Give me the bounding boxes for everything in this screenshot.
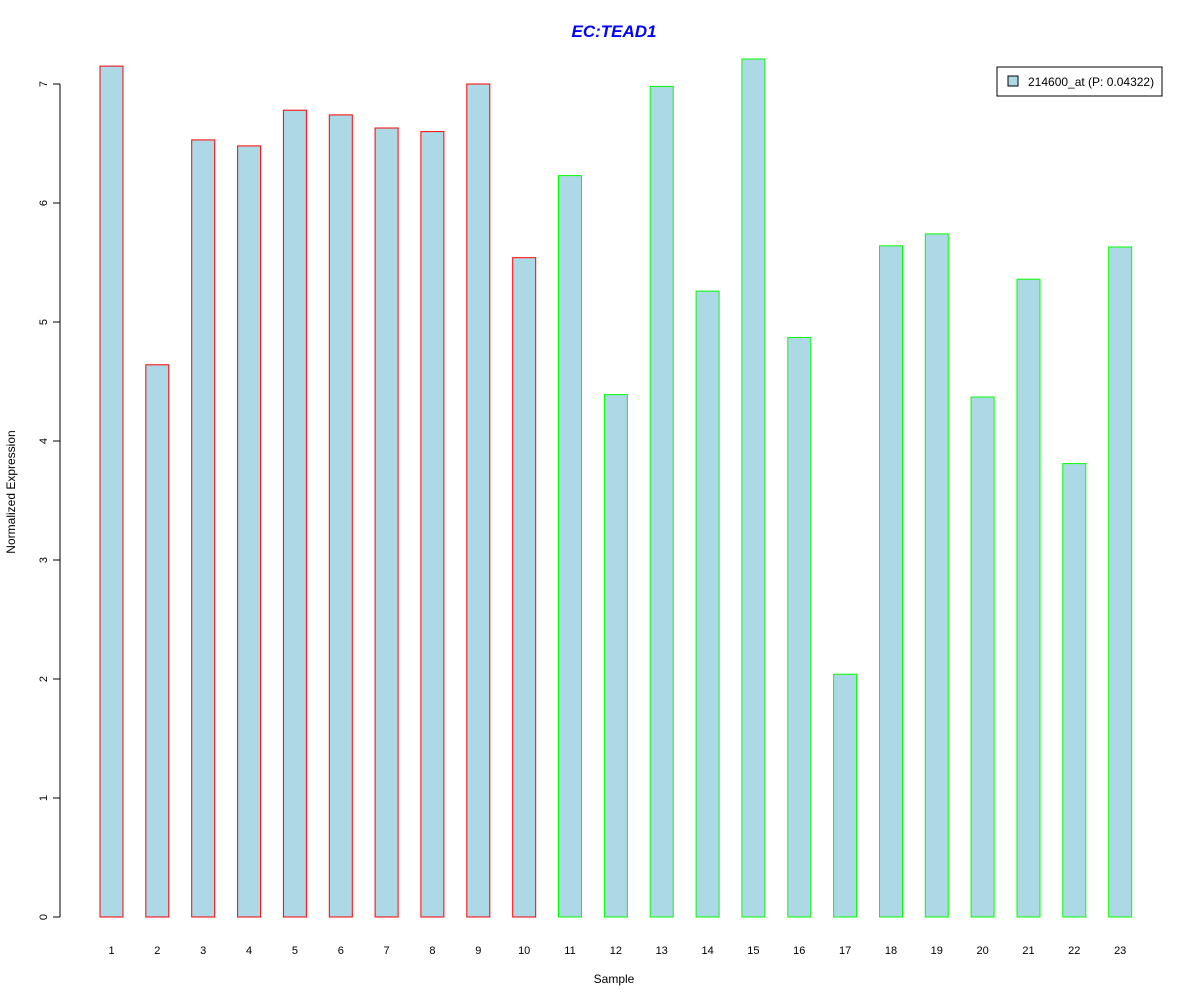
bar-sample-4 (237, 145, 262, 918)
x-tick-label: 22 (1068, 945, 1080, 957)
x-tick-label: 7 (384, 945, 390, 957)
bar-sample-9 (466, 83, 491, 918)
x-tick-label: 4 (246, 945, 252, 957)
bar-sample-7 (374, 127, 399, 918)
bar-sample-23 (1108, 246, 1133, 918)
x-tick-label: 13 (656, 945, 668, 957)
x-tick-label: 10 (518, 945, 530, 957)
x-tick-label: 12 (610, 945, 622, 957)
y-tick-label: 6 (38, 200, 50, 206)
legend: 214600_at (P: 0.04322) (996, 66, 1163, 97)
bar-sample-3 (191, 139, 216, 918)
bar-sample-18 (879, 245, 903, 918)
bar-sample-10 (512, 257, 537, 918)
bar-sample-22 (1062, 463, 1087, 918)
y-tick-label: 3 (38, 557, 50, 563)
legend-swatch (1007, 75, 1019, 87)
bar-sample-2 (145, 364, 170, 918)
y-tick-label: 7 (38, 81, 50, 87)
x-tick-label: 15 (747, 945, 759, 957)
bar-sample-11 (558, 175, 582, 918)
x-tick-label: 17 (839, 945, 851, 957)
x-tick-label: 20 (976, 945, 988, 957)
y-tick-label: 0 (38, 914, 50, 920)
bar-sample-20 (970, 396, 995, 918)
x-tick-label: 19 (931, 945, 943, 957)
bar-sample-15 (741, 58, 766, 918)
chart-title: EC:TEAD1 (571, 22, 656, 41)
bar-sample-13 (649, 85, 674, 918)
bar-sample-1 (99, 65, 124, 918)
bar-sample-16 (787, 337, 812, 918)
x-tick-label: 9 (475, 945, 481, 957)
bars (99, 58, 1133, 918)
y-tick-label: 1 (38, 795, 50, 801)
y-axis-label: Normalized Expression (4, 430, 18, 553)
bar-sample-12 (603, 394, 628, 918)
bar-sample-8 (420, 131, 445, 918)
bar-sample-14 (695, 290, 720, 918)
x-axis-label: Sample (594, 972, 635, 986)
x-tick-label: 11 (564, 945, 575, 957)
x-tick-label: 21 (1022, 945, 1034, 957)
bar-sample-6 (328, 114, 353, 918)
x-tick-label: 6 (338, 945, 344, 957)
y-axis: 0 1 2 3 4 5 6 7 (38, 81, 61, 920)
y-tick-label: 4 (38, 438, 50, 444)
y-tick-label: 5 (38, 319, 50, 325)
bar-sample-5 (282, 109, 307, 918)
x-tick-label: 3 (200, 945, 206, 957)
x-tick-label: 23 (1114, 945, 1126, 957)
bar-sample-19 (924, 233, 949, 918)
legend-entry: 214600_at (P: 0.04322) (1028, 75, 1154, 89)
x-tick-label: 1 (108, 945, 114, 957)
x-tick-label: 18 (885, 945, 897, 957)
y-tick-label: 2 (38, 676, 50, 682)
x-tick-label: 5 (292, 945, 298, 957)
legend-box (996, 66, 1163, 97)
x-tick-label: 14 (701, 945, 713, 957)
x-tick-label: 16 (793, 945, 805, 957)
x-tick-label: 8 (429, 945, 435, 957)
bar-sample-17 (833, 673, 858, 918)
bar-sample-21 (1016, 278, 1041, 918)
x-tick-label: 2 (154, 945, 160, 957)
x-axis-tick-labels: 1 2 3 4 5 6 7 8 9 10 11 12 13 14 15 16 17 18 19 20 21 22 23 (108, 945, 1126, 957)
